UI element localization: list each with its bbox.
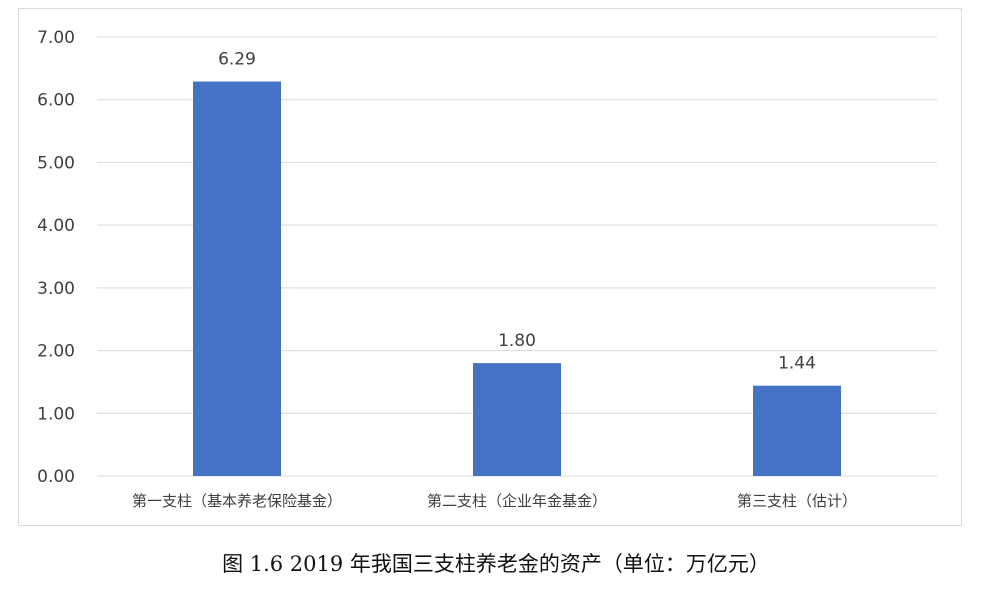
category-label: 第二支柱（企业年金基金）: [427, 492, 607, 510]
y-tick-label: 6.00: [37, 91, 75, 111]
y-tick-label: 1.00: [37, 404, 75, 424]
bar: [193, 81, 281, 476]
y-tick-label: 0.00: [37, 467, 75, 487]
bar: [473, 363, 561, 476]
y-tick-label: 5.00: [37, 153, 75, 173]
data-label: 6.29: [218, 50, 256, 70]
y-tick-label: 7.00: [37, 28, 75, 48]
y-tick-label: 3.00: [37, 279, 75, 299]
category-label: 第一支柱（基本养老保险基金）: [132, 492, 342, 510]
y-tick-label: 2.00: [37, 342, 75, 362]
figure-caption: 图 1.6 2019 年我国三支柱养老金的资产（单位：万亿元）: [222, 552, 770, 576]
bar-chart: 0.00 1.00 2.00 3.00 4.00 5.00 6.00 7.00 6.29 第一支柱…: [37, 28, 937, 510]
data-label: 1.44: [778, 354, 816, 374]
bar: [753, 385, 841, 476]
chart-frame: 0.00 1.00 2.00 3.00 4.00 5.00 6.00 7.00 6.29 第一支柱…: [18, 8, 962, 526]
y-tick-label: 4.00: [37, 216, 75, 236]
data-label: 1.80: [498, 331, 536, 351]
category-label: 第三支柱（估计）: [737, 492, 857, 510]
